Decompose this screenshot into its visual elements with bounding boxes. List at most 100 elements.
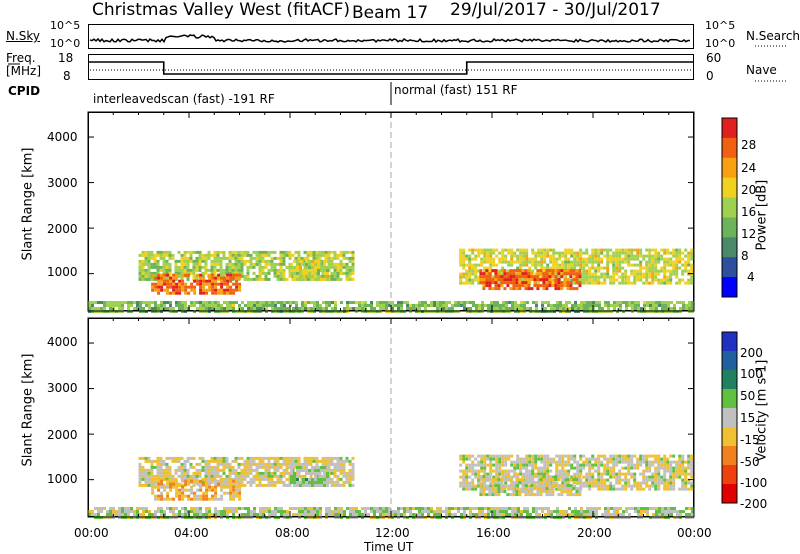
power-echo-cell xyxy=(598,307,601,310)
power-echo-cell xyxy=(304,301,307,304)
velocity-echo-cell xyxy=(503,484,507,488)
power-echo-cell xyxy=(279,277,283,281)
power-echo-cell xyxy=(181,285,185,289)
velocity-echo-cell xyxy=(511,507,514,510)
velocity-echo-cell xyxy=(468,454,472,458)
velocity-echo-cell xyxy=(205,513,208,516)
velocity-echo-cell xyxy=(484,513,487,516)
velocity-echo-cell xyxy=(681,469,685,473)
velocity-echo-cell xyxy=(165,465,169,469)
velocity-echo-cell xyxy=(183,477,187,481)
velocity-echo-cell xyxy=(274,507,277,510)
power-echo-cell xyxy=(666,281,670,285)
velocity-echo-cell xyxy=(336,462,340,466)
power-echo-cell xyxy=(548,272,552,276)
power-echo-cell xyxy=(150,277,154,281)
velocity-echo-cell xyxy=(679,510,682,513)
velocity-echo-cell xyxy=(537,472,541,476)
power-echo-cell xyxy=(654,266,658,270)
velocity-echo-cell xyxy=(523,507,526,510)
power-echo-cell xyxy=(690,248,694,252)
power-echo-cell xyxy=(657,281,661,285)
velocity-echo-cell xyxy=(297,471,301,475)
power-echo-cell xyxy=(427,304,430,307)
power-echo-cell xyxy=(478,304,481,307)
velocity-echo-cell xyxy=(162,474,166,478)
freq-label-line1: Freq. xyxy=(6,51,36,65)
velocity-echo-cell xyxy=(208,488,212,492)
velocity-echo-cell xyxy=(496,507,499,510)
velocity-echo-cell xyxy=(551,493,555,497)
power-echo-cell xyxy=(609,278,613,282)
power-echo-cell xyxy=(439,304,442,307)
power-echo-cell xyxy=(471,257,475,261)
velocity-echo-cell xyxy=(498,466,502,470)
velocity-echo-cell xyxy=(192,465,196,469)
power-echo-cell xyxy=(352,301,355,304)
power-echo-cell xyxy=(151,273,155,277)
velocity-echo-cell xyxy=(210,456,214,460)
velocity-echo-cell xyxy=(495,457,499,461)
velocity-echo-cell xyxy=(690,454,694,458)
velocity-echo-cell xyxy=(339,468,343,472)
velocity-echo-cell xyxy=(657,481,661,485)
velocity-echo-cell xyxy=(166,491,170,495)
power-echo-cell xyxy=(153,274,157,278)
power-echo-cell xyxy=(273,256,277,260)
velocity-echo-cell xyxy=(190,479,194,483)
power-echo-cell xyxy=(483,251,487,255)
velocity-echo-cell xyxy=(594,484,598,488)
power-echo-cell xyxy=(370,307,373,310)
power-echo-cell xyxy=(112,304,115,307)
power-colorbar-swatch xyxy=(722,197,737,218)
power-echo-cell xyxy=(480,257,484,261)
velocity-echo-cell xyxy=(217,510,220,513)
power-echo-cell xyxy=(546,266,550,270)
velocity-echo-cell xyxy=(466,507,469,510)
velocity-echo-cell xyxy=(552,481,556,485)
power-echo-cell xyxy=(612,257,616,261)
velocity-echo-cell xyxy=(144,468,148,472)
velocity-echo-cell xyxy=(655,513,658,516)
power-echo-cell xyxy=(264,253,268,257)
velocity-echo-cell xyxy=(274,510,277,513)
power-echo-cell xyxy=(639,278,643,282)
velocity-echo-cell xyxy=(403,513,406,516)
velocity-echo-cell xyxy=(97,513,100,516)
power-echo-cell xyxy=(121,307,124,310)
power-echo-cell xyxy=(202,301,205,304)
velocity-echo-cell xyxy=(537,469,541,473)
power-echo-cell xyxy=(663,260,667,264)
velocity-echo-cell xyxy=(526,513,529,516)
velocity-echo-cell xyxy=(433,513,436,516)
power-echo-cell xyxy=(139,304,142,307)
power-echo-cell xyxy=(531,269,535,273)
velocity-echo-cell xyxy=(288,456,292,460)
velocity-echo-cell xyxy=(541,510,544,513)
velocity-echo-cell xyxy=(504,463,508,467)
velocity-echo-cell xyxy=(243,474,247,478)
power-echo-cell xyxy=(663,278,667,282)
velocity-echo-cell xyxy=(258,483,262,487)
velocity-echo-cell xyxy=(290,466,293,469)
power-echo-cell xyxy=(229,273,233,277)
velocity-echo-cell xyxy=(379,513,382,516)
power-echo-cell xyxy=(546,263,550,267)
power-echo-cell xyxy=(471,251,475,255)
velocity-echo-cell xyxy=(570,466,574,470)
power-echo-cell xyxy=(211,285,215,289)
velocity-echo-cell xyxy=(555,463,559,467)
velocity-echo-cell xyxy=(199,485,203,489)
velocity-echo-cell xyxy=(514,507,517,510)
velocity-echo-cell xyxy=(585,463,589,467)
power-echo-cell xyxy=(690,266,694,270)
nsearch-tick-high: 10^5 xyxy=(705,19,736,32)
power-echo-cell xyxy=(311,263,314,266)
velocity-echo-cell xyxy=(645,454,649,458)
velocity-echo-cell xyxy=(563,490,567,494)
power-echo-cell xyxy=(168,265,172,269)
velocity-echo-cell xyxy=(645,463,649,467)
power-echo-cell xyxy=(265,304,268,307)
velocity-echo-cell xyxy=(172,507,175,510)
velocity-echo-cell xyxy=(195,474,199,478)
